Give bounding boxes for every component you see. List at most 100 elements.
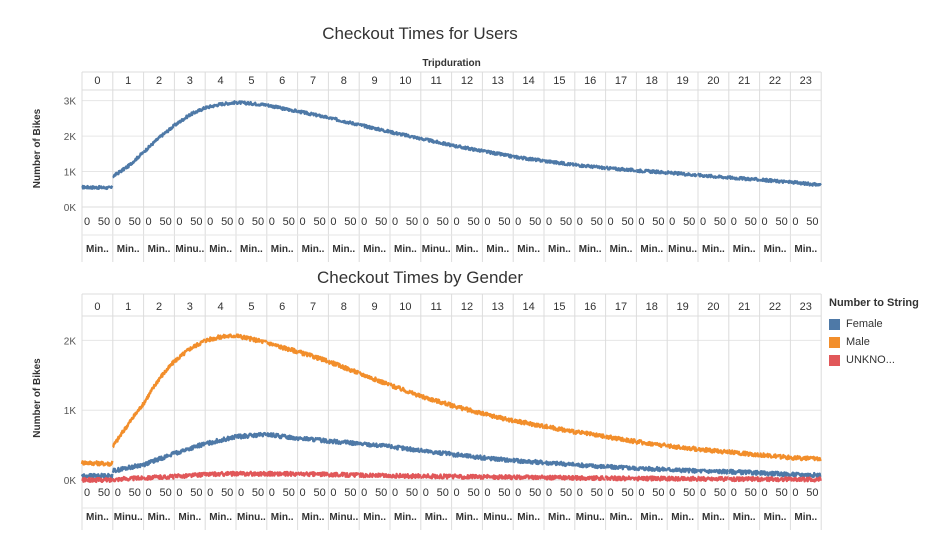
series-line-unkno-hour-15 xyxy=(542,474,576,481)
hour-label: 18 xyxy=(646,301,658,313)
minute-tick-label: 50 xyxy=(775,487,787,499)
minute-tick-label: 50 xyxy=(683,487,695,499)
minute-tick-label: 0 xyxy=(577,487,583,499)
series-line-male-hour-9 xyxy=(358,370,391,387)
minute-tick-label: 0 xyxy=(269,487,275,499)
minute-tick-label: 50 xyxy=(344,216,356,228)
series-line-female-hour-3 xyxy=(173,441,206,456)
minute-tick-label: 50 xyxy=(498,487,510,499)
hour-label: 7 xyxy=(310,301,316,313)
minute-tick-label: 0 xyxy=(638,216,644,228)
minute-tick-label: 0 xyxy=(700,487,706,499)
column-header: Tripduration xyxy=(422,58,480,69)
series-line-female-hour-5 xyxy=(234,431,268,440)
minute-unit-label: Min.. xyxy=(394,512,417,523)
hour-label: 21 xyxy=(738,75,750,87)
minute-tick-label: 0 xyxy=(454,216,460,228)
minute-tick-label: 50 xyxy=(437,216,449,228)
hour-label: 18 xyxy=(646,75,658,87)
minute-unit-label: Min.. xyxy=(86,512,109,523)
series-line-male-hour-13 xyxy=(481,410,514,424)
minute-unit-label: Min.. xyxy=(332,244,355,255)
minute-tick-label: 0 xyxy=(792,216,798,228)
minute-tick-label: 50 xyxy=(313,487,325,499)
series-line-users-hour-15 xyxy=(542,159,576,167)
chart-title-gender: Checkout Times by Gender xyxy=(317,268,523,287)
chart-title-users: Checkout Times for Users xyxy=(322,24,518,43)
series-line-female-hour-10 xyxy=(388,444,422,453)
minute-unit-label: Min.. xyxy=(363,244,386,255)
minute-tick-label: 50 xyxy=(437,487,449,499)
hour-label: 3 xyxy=(187,75,193,87)
series-line-users-hour-6 xyxy=(265,103,298,114)
series-line-unkno-hour-2 xyxy=(142,473,175,481)
minute-unit-label: Min.. xyxy=(702,512,725,523)
minute-tick-label: 50 xyxy=(467,216,479,228)
minute-unit-label: Min.. xyxy=(86,244,109,255)
series-line-male-hour-0 xyxy=(80,460,114,467)
minute-tick-label: 50 xyxy=(621,216,633,228)
minute-unit-label: Min.. xyxy=(764,512,787,523)
minute-tick-label: 50 xyxy=(806,487,818,499)
series-line-male-hour-4 xyxy=(204,333,237,344)
minute-unit-label: Minu.. xyxy=(483,512,512,523)
minute-tick-label: 0 xyxy=(577,216,583,228)
hour-label: 21 xyxy=(738,301,750,313)
hour-label: 14 xyxy=(522,301,534,313)
minute-tick-label: 50 xyxy=(313,216,325,228)
minute-unit-label: Min.. xyxy=(363,512,386,523)
series-line-unkno-hour-0 xyxy=(81,476,114,484)
minute-tick-label: 0 xyxy=(176,487,182,499)
y-tick-label: 1K xyxy=(64,168,77,179)
y-tick-label: 2K xyxy=(64,336,77,347)
series-line-female-hour-20 xyxy=(696,468,730,475)
minute-unit-label: Min.. xyxy=(702,244,725,255)
minute-tick-label: 50 xyxy=(190,487,202,499)
y-tick-label: 0K xyxy=(64,203,77,214)
minute-unit-label: Min.. xyxy=(794,512,817,523)
hour-label: 15 xyxy=(553,301,565,313)
minute-tick-label: 50 xyxy=(591,487,603,499)
minute-tick-label: 0 xyxy=(762,487,768,499)
minute-tick-label: 0 xyxy=(638,487,644,499)
minute-tick-label: 50 xyxy=(745,487,757,499)
minute-tick-label: 50 xyxy=(406,216,418,228)
hour-label: 12 xyxy=(461,75,473,87)
hour-label: 20 xyxy=(707,301,719,313)
hour-label: 0 xyxy=(94,75,100,87)
minute-unit-label: Min.. xyxy=(548,244,571,255)
legend: Number to String Female Male UNKNO... xyxy=(829,297,919,369)
series-line-male-hour-15 xyxy=(543,423,576,435)
minute-unit-label: Min.. xyxy=(548,512,571,523)
legend-item-unknown[interactable]: UNKNO... xyxy=(829,351,919,369)
minute-tick-label: 0 xyxy=(515,216,521,228)
minute-tick-label: 50 xyxy=(98,216,110,228)
minute-tick-label: 50 xyxy=(252,216,264,228)
series-line-female-hour-18 xyxy=(635,465,668,473)
minute-tick-label: 0 xyxy=(146,216,152,228)
minute-unit-label: Min.. xyxy=(640,512,663,523)
series-line-female-hour-4 xyxy=(204,433,237,446)
hour-label: 8 xyxy=(341,75,347,87)
hour-label: 8 xyxy=(341,301,347,313)
series-line-male-hour-8 xyxy=(327,359,360,375)
minute-unit-label: Min.. xyxy=(302,512,325,523)
minute-unit-label: Min.. xyxy=(456,512,479,523)
minute-tick-label: 0 xyxy=(84,216,90,228)
series-line-female-hour-15 xyxy=(543,460,576,468)
series-line-female-hour-7 xyxy=(296,436,330,444)
minute-tick-label: 0 xyxy=(361,216,367,228)
series-line-unkno-hour-17 xyxy=(604,475,637,482)
minute-unit-label: Min.. xyxy=(209,244,232,255)
minute-tick-label: 50 xyxy=(714,487,726,499)
minute-tick-label: 50 xyxy=(683,216,695,228)
legend-item-female[interactable]: Female xyxy=(829,315,919,333)
legend-item-male[interactable]: Male xyxy=(829,333,919,351)
series-line-unkno-hour-11 xyxy=(419,473,453,480)
series-line-users-hour-8 xyxy=(327,116,360,127)
series-line-users-hour-17 xyxy=(604,165,637,173)
series-line-users-hour-4 xyxy=(204,100,237,110)
minute-tick-label: 50 xyxy=(652,216,664,228)
minute-tick-label: 50 xyxy=(467,487,479,499)
